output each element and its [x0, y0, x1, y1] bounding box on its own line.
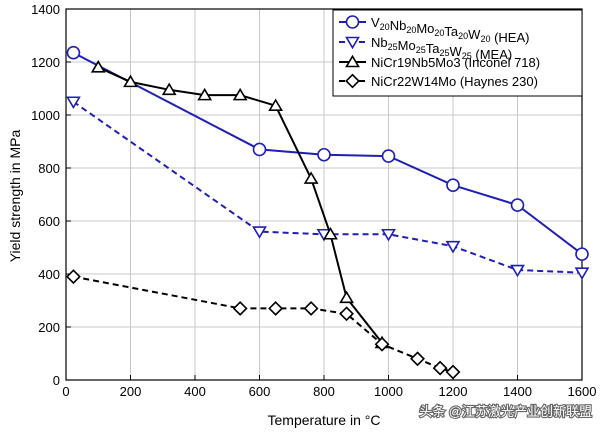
- y-tick-label: 400: [38, 267, 60, 282]
- data-point: [66, 45, 81, 60]
- legend-text: Nb: [371, 35, 388, 50]
- data-point: [303, 171, 319, 184]
- legend-subscript: 20: [458, 31, 468, 41]
- data-point: [446, 178, 460, 193]
- y-tick-label: 200: [38, 320, 60, 335]
- data-point: [268, 301, 284, 316]
- legend-text: Mo: [416, 21, 434, 36]
- series-line-haynes: [73, 275, 454, 374]
- y-tick-label: 1400: [31, 2, 60, 17]
- legend-entry-inconel: NiCr19Nb5Mo3 (Inconel 718): [339, 54, 540, 70]
- legend-label: NiCr22W14Mo (Haynes 230): [371, 74, 538, 89]
- x-tick-label: 1600: [568, 384, 597, 399]
- legend-label: Nb25Mo25Ta25W25 (MEA): [371, 35, 512, 62]
- legend-subscript: 25: [388, 42, 398, 52]
- series-hea: [66, 45, 589, 261]
- y-tick-label: 600: [38, 214, 60, 229]
- series-line-mea: [72, 100, 583, 274]
- series-haynes: [65, 269, 461, 380]
- data-point: [197, 87, 213, 101]
- y-tick-label: 0: [53, 373, 60, 388]
- legend-subscript: 25: [439, 48, 449, 58]
- watermark: 头条 @江苏激光产业创新联盟: [419, 404, 592, 419]
- x-tick-label: 400: [184, 384, 206, 399]
- x-tick-label: 1400: [503, 384, 532, 399]
- x-tick-label: 600: [249, 384, 271, 399]
- data-point: [252, 226, 267, 239]
- data-point: [268, 98, 284, 112]
- x-tick-label: 0: [62, 384, 69, 399]
- data-point: [410, 351, 425, 367]
- legend-subscript: 25: [416, 45, 426, 55]
- x-tick-label: 1200: [439, 384, 468, 399]
- data-point: [345, 73, 360, 89]
- data-point: [345, 54, 360, 68]
- data-point: [345, 36, 360, 50]
- data-point: [374, 336, 390, 352]
- legend-entry-hea: V20Nb20Mo20Ta20W20 (HEA): [339, 15, 529, 45]
- legend-text: Nb: [390, 18, 407, 33]
- data-point: [317, 147, 331, 162]
- data-point: [90, 60, 106, 73]
- data-point: [345, 15, 360, 29]
- legend-label: V20Nb20Mo20Ta20W20 (HEA): [371, 15, 529, 45]
- x-tick-label: 800: [313, 384, 335, 399]
- series-line-inconel: [97, 66, 383, 344]
- legend-text: NiCr19Nb5Mo3 (Inconel 718): [371, 55, 540, 70]
- legend-text: V: [371, 15, 380, 30]
- legend-label: NiCr19Nb5Mo3 (Inconel 718): [371, 55, 540, 70]
- axes: 0 200 400 600 800 1000 1200 1400 1600 0 200 400 600 8…: [31, 2, 596, 399]
- legend-subscript: 20: [480, 34, 490, 44]
- legend-subscript: 20: [434, 28, 444, 38]
- data-point: [445, 240, 461, 254]
- legend-entry-mea: Nb25Mo25Ta25W25 (MEA): [339, 35, 512, 62]
- legend-text: (MEA): [472, 47, 512, 62]
- data-point: [575, 247, 589, 261]
- data-point: [381, 149, 396, 163]
- y-tick-label: 1200: [31, 55, 60, 70]
- data-point: [510, 198, 525, 212]
- data-point: [123, 74, 138, 88]
- data-point: [445, 364, 461, 380]
- data-point: [232, 87, 248, 101]
- legend-text: NiCr22W14Mo (Haynes 230): [371, 74, 538, 89]
- legend-entry-haynes: NiCr22W14Mo (Haynes 230): [339, 73, 538, 89]
- legend: V20Nb20Mo20Ta20W20 (HEA)Nb25Mo25Ta25W25 …: [332, 9, 583, 97]
- legend-subscript: 20: [380, 22, 390, 32]
- data-point: [303, 301, 319, 316]
- data-point: [381, 228, 396, 242]
- data-point: [574, 267, 590, 280]
- x-tick-label: 1000: [374, 384, 403, 399]
- legend-subscript: 20: [406, 25, 416, 35]
- data-point: [339, 306, 355, 322]
- legend-text: Mo: [398, 38, 416, 53]
- data-point: [323, 226, 338, 240]
- x-axis-label: Temperature in °C: [268, 412, 381, 428]
- data-point: [161, 82, 177, 96]
- y-tick-label: 1000: [31, 108, 60, 123]
- legend-box: [332, 9, 583, 97]
- legend-text: (HEA): [490, 30, 529, 45]
- data-point: [232, 301, 248, 316]
- data-point: [432, 360, 448, 376]
- legend-subscript: 25: [462, 51, 472, 61]
- data-point: [252, 142, 267, 157]
- legend-text: Ta: [444, 24, 459, 39]
- data-point: [339, 290, 354, 304]
- legend-text: Ta: [426, 41, 441, 56]
- x-tick-label: 200: [120, 384, 142, 399]
- series-mea: [66, 96, 590, 280]
- series: [65, 45, 590, 380]
- y-axis-label: Yield strength in MPa: [7, 130, 23, 263]
- data-point: [510, 264, 525, 278]
- legend-text: W: [449, 44, 462, 59]
- data-point: [66, 96, 81, 110]
- y-tick-label: 800: [38, 161, 60, 176]
- series-inconel: [90, 60, 390, 349]
- legend-text: W: [468, 27, 481, 42]
- data-point: [65, 269, 81, 285]
